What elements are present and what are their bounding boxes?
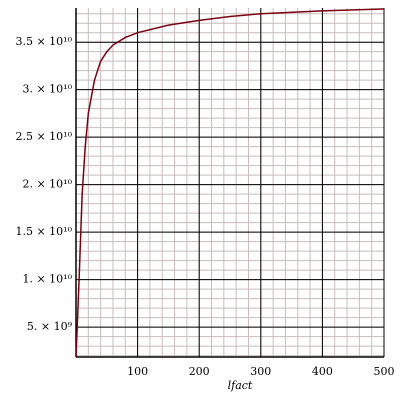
y-tick-label: 2.5 × 10¹⁰ xyxy=(15,130,72,143)
x-tick-label: 200 xyxy=(189,365,210,378)
x-tick-label: 500 xyxy=(374,365,395,378)
y-tick-label: 1.5 × 10¹⁰ xyxy=(15,225,72,238)
x-tick-label: 100 xyxy=(127,365,148,378)
y-tick-label: 5. × 10⁹ xyxy=(27,320,73,333)
y-tick-label: 3. × 10¹⁰ xyxy=(22,83,72,96)
y-tick-label: 1. × 10¹⁰ xyxy=(22,273,72,286)
x-axis-label: lfact xyxy=(228,379,253,392)
data-line xyxy=(75,8,385,357)
x-tick-label: 400 xyxy=(312,365,333,378)
y-tick-label: 2. × 10¹⁰ xyxy=(22,178,72,191)
x-tick-label: 300 xyxy=(250,365,271,378)
y-tick-label: 3.5 × 10¹⁰ xyxy=(15,35,72,48)
